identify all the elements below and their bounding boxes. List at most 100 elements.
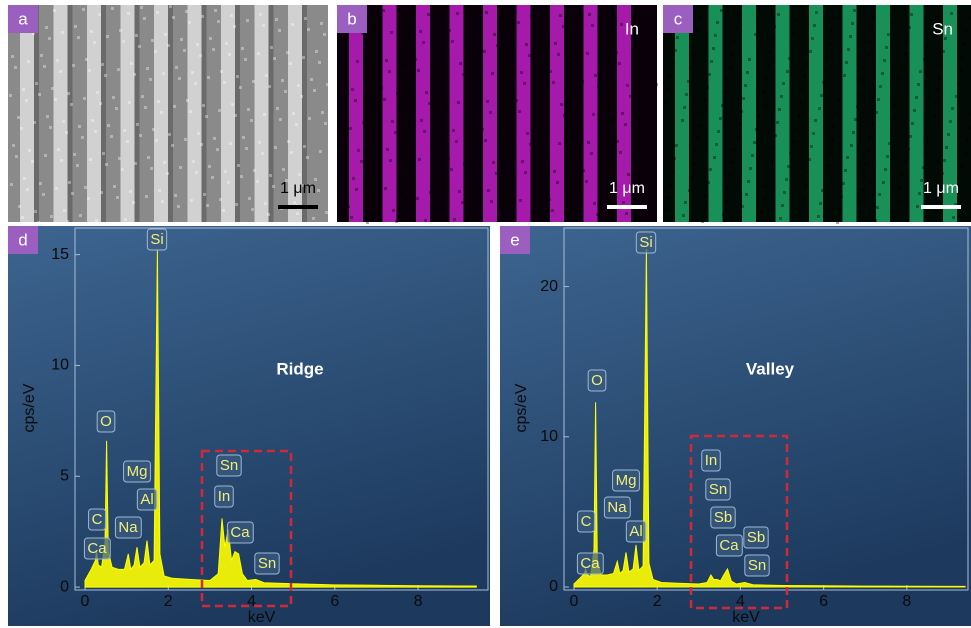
x-tick-label: 0: [81, 593, 90, 610]
noise: [417, 69, 420, 72]
noise: [76, 164, 79, 167]
noise: [31, 160, 34, 163]
noise: [259, 13, 262, 16]
noise: [626, 84, 629, 87]
panel-label: e: [510, 230, 519, 249]
noise: [666, 87, 669, 90]
noise: [185, 10, 188, 13]
noise: [310, 78, 313, 81]
noise: [354, 99, 357, 102]
noise: [195, 171, 198, 174]
noise: [557, 53, 560, 56]
noise: [50, 215, 53, 218]
noise: [351, 88, 354, 91]
noise: [665, 209, 668, 212]
noise: [793, 140, 796, 143]
noise: [847, 48, 850, 51]
noise: [325, 211, 328, 214]
region-title: Valley: [746, 359, 795, 378]
scale-bar-label: 1 μm: [280, 180, 316, 197]
noise: [892, 116, 895, 119]
noise: [21, 216, 24, 219]
noise: [767, 64, 770, 67]
noise: [143, 17, 146, 20]
noise: [217, 20, 220, 23]
noise: [14, 66, 17, 69]
noise: [837, 99, 840, 102]
noise: [910, 13, 913, 16]
noise: [894, 103, 897, 106]
peak-label: Sn: [258, 555, 276, 572]
noise: [411, 8, 414, 11]
noise: [100, 191, 103, 194]
y-tick-label: 0: [549, 578, 558, 595]
noise: [737, 14, 740, 17]
noise: [642, 89, 645, 92]
noise: [667, 196, 670, 199]
noise: [323, 33, 326, 36]
noise: [966, 139, 969, 142]
noise: [106, 35, 109, 38]
noise: [367, 93, 370, 96]
noise: [356, 60, 359, 63]
noise: [339, 183, 342, 186]
noise: [82, 8, 85, 11]
noise: [913, 109, 916, 112]
noise: [73, 153, 76, 156]
noise: [964, 152, 967, 155]
noise: [681, 119, 684, 122]
noise: [782, 82, 785, 85]
noise: [111, 7, 114, 10]
noise: [264, 202, 267, 205]
noise: [422, 41, 425, 44]
noise: [700, 111, 703, 114]
noise: [891, 21, 894, 24]
noise: [927, 32, 930, 35]
noise: [915, 96, 918, 99]
noise: [145, 195, 148, 198]
noise: [78, 125, 81, 128]
noise: [166, 172, 169, 175]
noise: [251, 208, 254, 211]
noise: [290, 151, 293, 154]
noise: [295, 123, 298, 126]
noise: [225, 42, 228, 45]
noise: [70, 103, 73, 106]
peak-label: Ca: [87, 540, 107, 557]
noise: [935, 197, 938, 200]
noise: [754, 33, 757, 36]
noise: [252, 80, 255, 83]
noise: [741, 205, 744, 208]
noise: [455, 140, 458, 143]
noise: [155, 139, 158, 142]
noise: [388, 70, 391, 73]
noise: [102, 152, 105, 155]
scale-bar-label: 1 μm: [609, 180, 645, 197]
noise: [649, 22, 652, 25]
peak-label: Ca: [719, 537, 739, 554]
noise: [552, 81, 555, 84]
noise: [11, 55, 14, 58]
noise: [168, 133, 171, 136]
noise: [481, 128, 484, 131]
noise: [273, 57, 276, 60]
noise: [763, 90, 766, 93]
noise: [88, 69, 91, 72]
noise: [447, 157, 450, 160]
stripe: [450, 5, 464, 222]
noise: [431, 152, 434, 155]
peak-label: Al: [140, 491, 153, 508]
noise: [147, 156, 150, 159]
noise: [814, 119, 817, 122]
noise: [396, 92, 399, 95]
x-tick-label: 2: [653, 593, 662, 610]
noise: [787, 165, 790, 168]
noise: [344, 155, 347, 158]
noise: [439, 135, 442, 138]
noise: [684, 201, 687, 204]
noise: [698, 124, 701, 127]
noise: [586, 52, 589, 55]
noise: [851, 22, 854, 25]
y-axis-label: cps/eV: [513, 383, 530, 432]
noise: [205, 115, 208, 118]
